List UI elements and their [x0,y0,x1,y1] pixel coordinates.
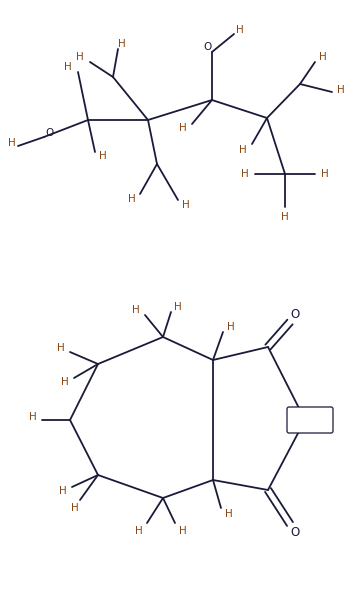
Text: H: H [179,123,187,133]
Text: H: H [64,62,72,72]
Text: H: H [241,169,249,179]
Text: Abs: Abs [301,415,321,425]
Text: O: O [203,42,211,52]
Text: H: H [8,138,16,148]
Text: H: H [225,509,233,519]
FancyBboxPatch shape [287,407,333,433]
Text: O: O [290,526,299,539]
Text: H: H [174,302,182,312]
Text: H: H [76,52,84,62]
Text: H: H [182,200,190,210]
Text: H: H [135,526,143,536]
Text: H: H [57,343,65,353]
Text: H: H [179,526,187,536]
Text: O: O [290,307,299,320]
Text: H: H [128,194,136,204]
Text: H: H [337,85,345,95]
Text: O: O [46,128,54,138]
Text: H: H [118,39,126,49]
Text: H: H [239,145,247,155]
Text: H: H [99,151,107,161]
Text: H: H [59,486,67,496]
Text: H: H [132,305,140,315]
Text: H: H [321,169,329,179]
Text: H: H [61,377,69,387]
Text: H: H [29,412,37,422]
Text: H: H [281,212,289,222]
Text: H: H [319,52,327,62]
Text: H: H [227,322,235,332]
Text: H: H [236,25,244,35]
Text: H: H [71,503,79,513]
